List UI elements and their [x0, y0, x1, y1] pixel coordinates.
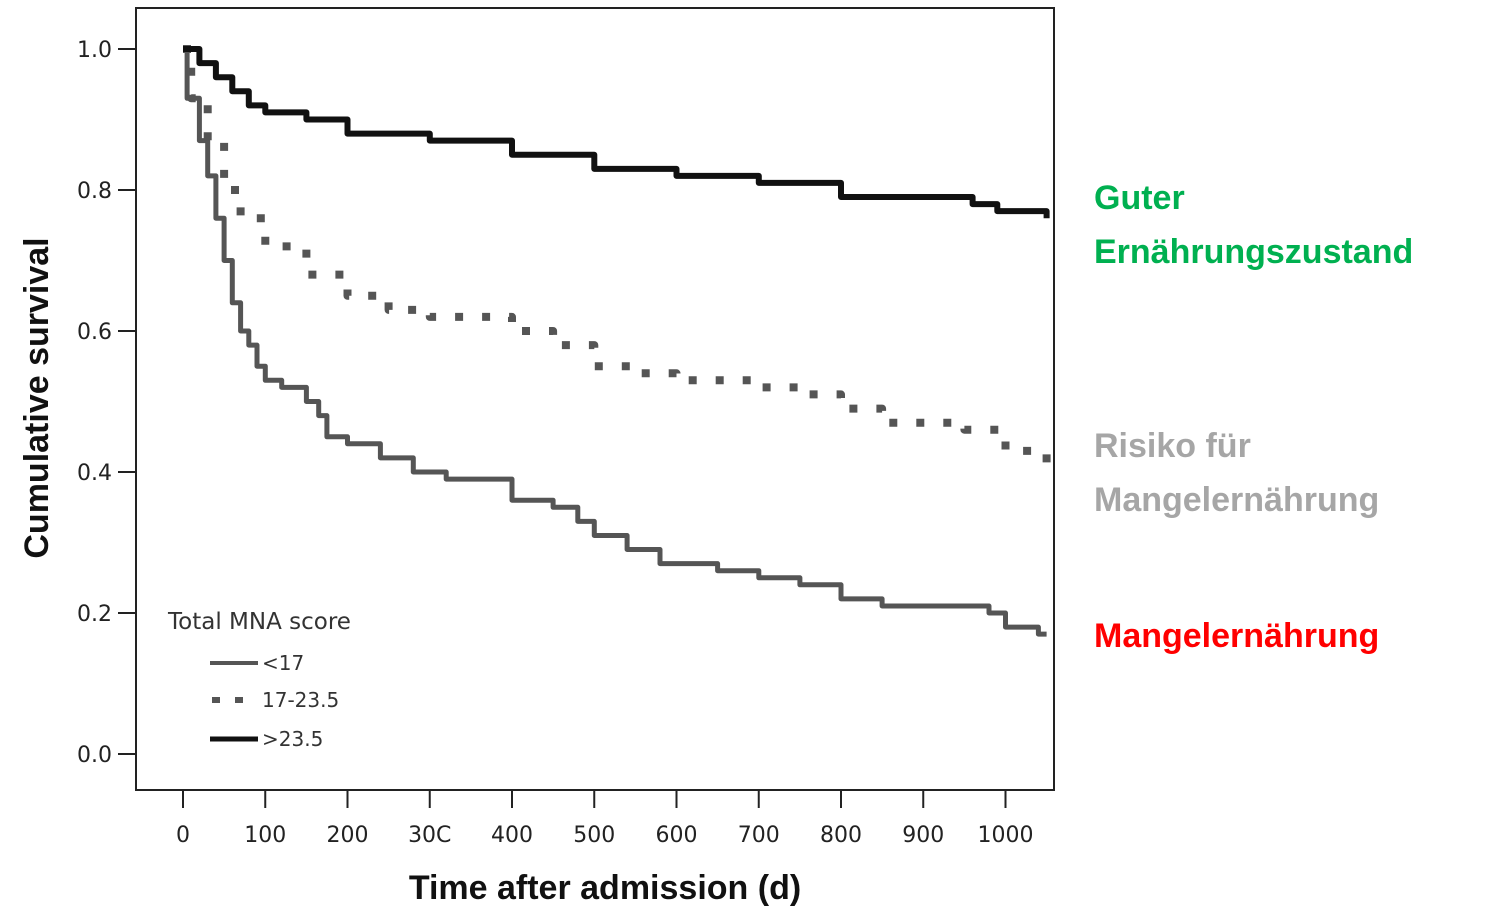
legend-label-lt17: <17: [262, 651, 304, 675]
x-tick-label: 1000: [978, 823, 1034, 848]
y-tick-label: 1.0: [77, 38, 112, 63]
x-tick-label: 0: [176, 823, 190, 848]
x-tick-label: 200: [327, 823, 369, 848]
y-tick-label: 0.0: [77, 743, 112, 768]
legend-title: Total MNA score: [167, 609, 351, 635]
x-tick-label: 100: [244, 823, 286, 848]
y-tick-label: 0.6: [77, 320, 112, 345]
legend-label-gt23-5: >23.5: [262, 727, 323, 751]
series-line-lt17: [183, 46, 1047, 637]
legend-label-17-23-5: 17-23.5: [262, 688, 339, 712]
x-axis-title: Time after admission (d): [409, 869, 801, 907]
series-line-gt23-5: [183, 46, 1050, 219]
legend: Total MNA score <17 17-23.5 >23.5: [167, 609, 351, 751]
x-tick-label: 500: [573, 823, 615, 848]
x-tick-label: 600: [656, 823, 698, 848]
series-layer: [183, 45, 1051, 637]
x-tick-label: 700: [738, 823, 780, 848]
y-tick-label: 0.2: [77, 602, 112, 627]
y-tick-label: 0.8: [77, 179, 112, 204]
annotation-malnutrition: Mangelernährung: [1094, 617, 1380, 655]
annotation-risk-malnutrition: Risiko für Mangelernährung: [1094, 427, 1380, 519]
x-tick-label: 400: [491, 823, 533, 848]
y-axis: 0.0 0.2 0.4 0.6 0.8 1.0: [77, 38, 136, 768]
x-tick-label: 900: [902, 823, 944, 848]
x-tick-label: 30C: [408, 823, 451, 848]
y-axis-title: Cumulative survival: [18, 237, 56, 558]
y-tick-label: 0.4: [77, 461, 112, 486]
annotation-good-nutrition: Guter Ernährungszustand: [1094, 179, 1414, 271]
x-axis: 0 100 200 30C 400 500 600 700 800 900 1000: [176, 790, 1034, 848]
x-tick-label: 800: [820, 823, 862, 848]
